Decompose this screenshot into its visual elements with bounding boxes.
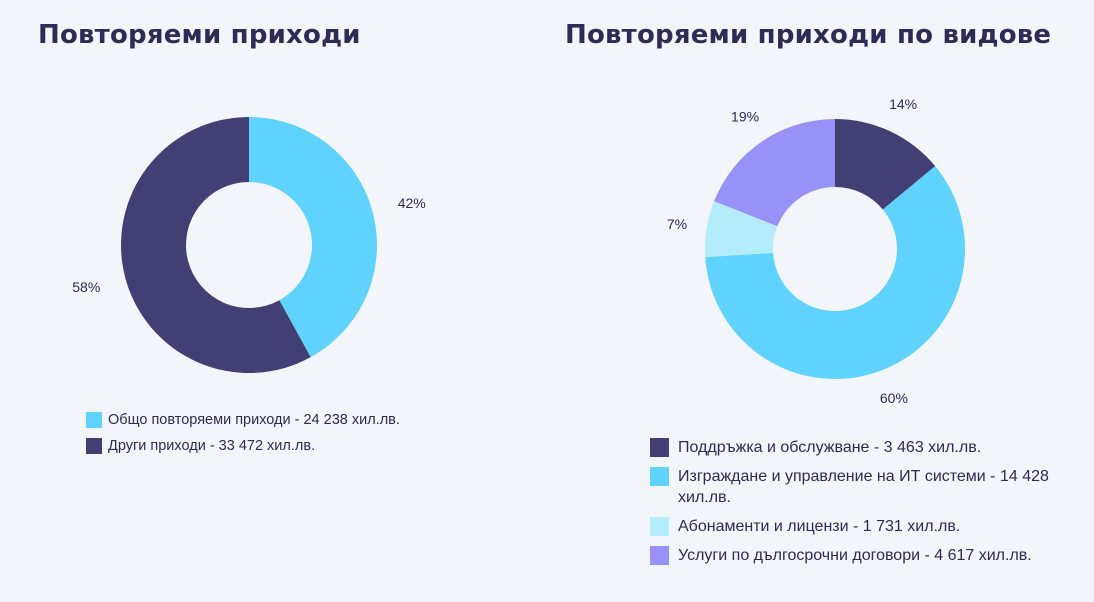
donut-slice-2 [705, 166, 966, 379]
slice-percent-label: 42% [398, 195, 426, 211]
donut-chart-recurring-revenue: 42% 58% [72, 117, 426, 374]
donut-slice-1 [835, 119, 936, 210]
legend-swatch [86, 412, 102, 428]
legend-swatch [650, 467, 669, 486]
donut-chart-revenue-by-type: 14% 60% 7% 19% [667, 96, 966, 406]
legend-label: Изграждане и управление на ИТ системи - … [678, 468, 1049, 506]
legend-item: Поддръжка и обслужване - 3 463 хил.лв. [650, 437, 1050, 458]
donut-slice-2 [120, 117, 311, 374]
slice-percent-label: 14% [889, 96, 917, 112]
donut-slice-4 [714, 118, 835, 227]
slice-percent-label: 19% [731, 109, 759, 125]
legend-label: Абонаменти и лицензи - 1 731 хил.лв. [678, 518, 961, 535]
legend-item: Абонаменти и лицензи - 1 731 хил.лв. [650, 516, 1050, 537]
legend-item: Общо повторяеми приходи - 24 238 хил.лв. [86, 411, 506, 429]
legend-label: Общо повторяеми приходи - 24 238 хил.лв. [108, 412, 400, 428]
donut-slice-3 [705, 201, 778, 258]
legend-recurring-revenue: Общо повторяеми приходи - 24 238 хил.лв.… [86, 411, 506, 463]
legend-item: Изграждане и управление на ИТ системи - … [650, 466, 1050, 508]
legend-label: Услуги по дългосрочни договори - 4 617 х… [678, 547, 1032, 564]
legend-swatch [650, 517, 669, 536]
legend-swatch [650, 438, 669, 457]
slice-percent-label: 58% [72, 279, 100, 295]
legend-item: Услуги по дългосрочни договори - 4 617 х… [650, 545, 1050, 566]
legend-label: Поддръжка и обслужване - 3 463 хил.лв. [678, 439, 982, 456]
chart-title-recurring-revenue-by-type: Повторяеми приходи по видове [565, 20, 1052, 50]
slice-percent-label: 60% [880, 390, 908, 406]
legend-item: Други приходи - 33 472 хил.лв. [86, 437, 506, 455]
chart-title-recurring-revenue: Повторяеми приходи [38, 20, 361, 50]
slice-percent-label: 7% [667, 216, 687, 232]
legend-revenue-by-type: Поддръжка и обслужване - 3 463 хил.лв. И… [650, 437, 1050, 574]
legend-swatch [650, 546, 669, 565]
donut-slice-1 [249, 117, 377, 358]
legend-label: Други приходи - 33 472 хил.лв. [108, 438, 316, 454]
legend-swatch [86, 438, 102, 454]
